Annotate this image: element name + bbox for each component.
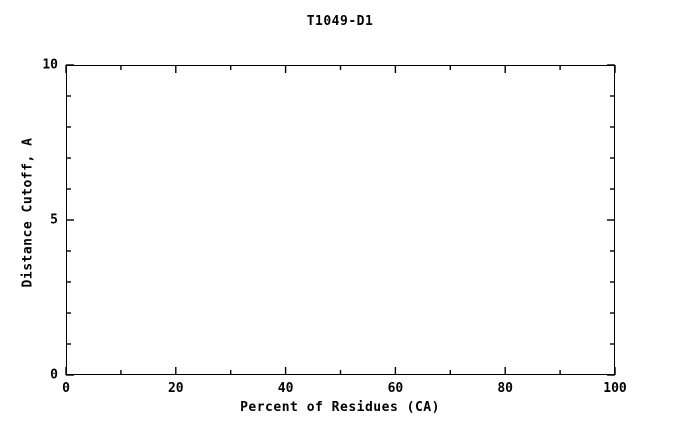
y-tick-label: 10 bbox=[42, 57, 58, 73]
x-tick-label: 20 bbox=[167, 381, 184, 396]
y-tick-label: 5 bbox=[50, 212, 58, 228]
x-tick-label: 0 bbox=[62, 381, 70, 396]
plot-area bbox=[65, 64, 616, 376]
y-tick-label: 0 bbox=[50, 367, 58, 383]
x-tick-label: 100 bbox=[603, 381, 627, 396]
x-axis-label: Percent of Residues (CA) bbox=[240, 400, 440, 415]
page-title: T1049-D1 bbox=[306, 14, 374, 29]
x-tick-label: 60 bbox=[387, 381, 404, 396]
x-tick-label: 80 bbox=[497, 381, 514, 396]
plot-frame bbox=[66, 65, 615, 375]
x-tick-label: 40 bbox=[277, 381, 294, 396]
